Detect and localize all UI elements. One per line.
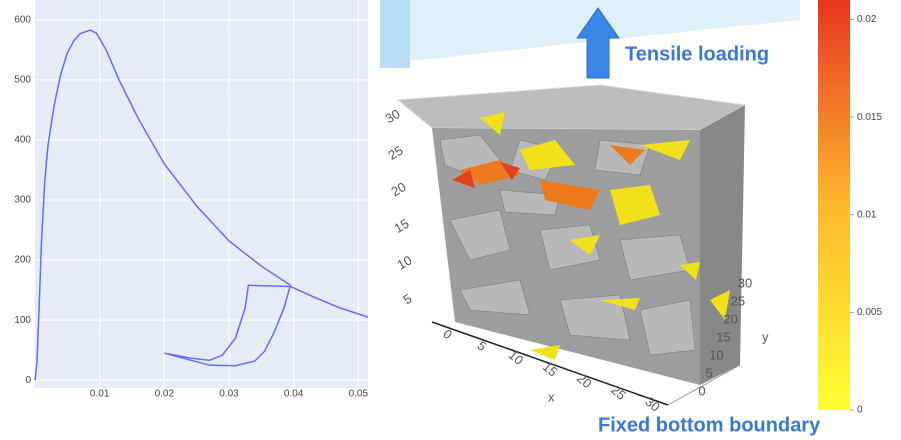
z-tick-label: 15 [391,216,411,236]
z-tick-label: 25 [385,143,405,163]
y-tick-label: 30 [738,275,752,290]
y-tick-label: 0 [25,375,31,386]
annotation: Tensile loading [625,43,769,65]
figure: 01002003004005006000.010.020.030.040.05 … [0,0,901,440]
colorbar-tick-label: 0.015 [857,112,882,123]
colorbar-tick-label: 0.01 [857,209,877,220]
y-tick-label: 5 [706,365,713,380]
y-tick-label: 600 [14,14,31,25]
y-tick-label: 500 [14,75,31,86]
y-tick-label: 100 [14,315,31,326]
x-tick-label: 0 [440,326,455,342]
colorbar-tick-label: 0.02 [857,14,877,25]
y-tick-label: 200 [14,255,31,266]
x-tick-label: 0.02 [155,389,175,400]
decor-block [380,0,410,68]
y-tick-label: 20 [723,311,737,326]
grain-block [398,85,745,385]
plot-area [35,0,368,388]
colorbar-tick-label: 0 [857,405,863,416]
annotation: Fixed bottom boundary [598,414,821,436]
z-tick-label: 5 [401,291,415,308]
y-tick-label: 0 [698,383,705,398]
x-tick-label: 10 [506,347,527,368]
x-tick-label: 0.01 [90,389,110,400]
colorbar-tick-label: 0.005 [857,307,882,318]
z-tick-label: 20 [388,179,408,199]
y-tick-label: 25 [731,293,745,308]
x-tick-label: 5 [474,338,489,354]
x-axis-label: x [548,389,555,404]
y-tick-label: 300 [14,195,31,206]
z-tick-label: 10 [394,252,414,272]
y-tick-label: 15 [716,329,730,344]
y-tick-label: 400 [14,135,31,146]
x-tick-label: 0.03 [219,389,239,400]
x-tick-label: 0.04 [284,389,304,400]
y-axis-label: y [762,329,769,344]
z-tick-label: 30 [382,106,402,126]
y-tick-label: 10 [709,347,723,362]
x-tick-label: 15 [540,359,561,380]
colorbar [818,0,850,410]
x-tick-label: 0.05 [349,389,369,400]
